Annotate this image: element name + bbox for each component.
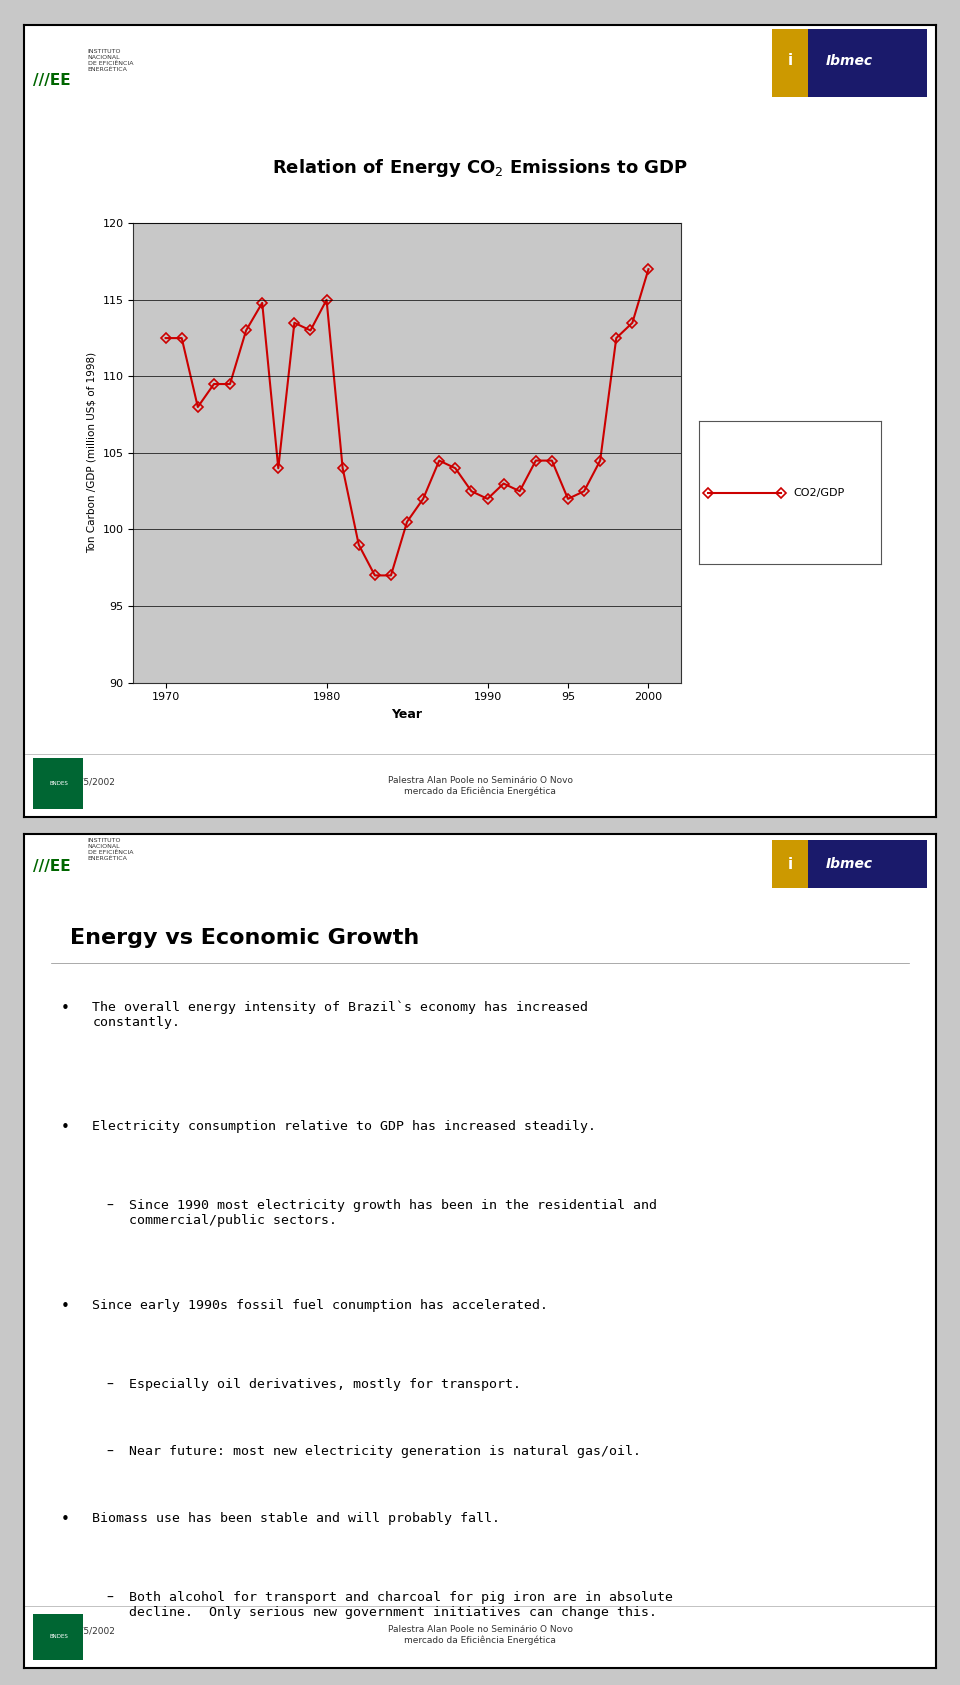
- Text: Since 1990 most electricity growth has been in the residential and
commercial/pu: Since 1990 most electricity growth has b…: [129, 1200, 657, 1227]
- Text: Especially oil derivatives, mostly for transport.: Especially oil derivatives, mostly for t…: [129, 1378, 521, 1392]
- Text: –: –: [106, 1591, 113, 1606]
- Text: –: –: [106, 1446, 113, 1459]
- FancyBboxPatch shape: [772, 839, 927, 888]
- Text: •: •: [60, 1121, 69, 1134]
- Text: ///EE: ///EE: [33, 72, 71, 88]
- Text: 14/5/2002: 14/5/2002: [69, 777, 115, 787]
- Text: Ibmec: Ibmec: [826, 54, 873, 67]
- Text: Biomass use has been stable and will probably fall.: Biomass use has been stable and will pro…: [92, 1511, 500, 1525]
- Text: Ibmec: Ibmec: [826, 858, 873, 871]
- Text: 14/5/2002: 14/5/2002: [69, 1626, 115, 1634]
- Text: Energy vs Economic Growth: Energy vs Economic Growth: [69, 928, 419, 949]
- Text: •: •: [60, 1001, 69, 1016]
- Text: INSTITUTO
NACIONAL
DE EFICIÊNCIA
ENERGÉTICA: INSTITUTO NACIONAL DE EFICIÊNCIA ENERGÉT…: [88, 837, 133, 861]
- FancyBboxPatch shape: [772, 839, 808, 888]
- X-axis label: Year: Year: [392, 708, 422, 721]
- Text: BNDES: BNDES: [49, 1634, 68, 1640]
- Text: Palestra Alan Poole no Seminário O Novo
mercado da Eficiência Energética: Palestra Alan Poole no Seminário O Novo …: [388, 775, 572, 795]
- Text: Palestra Alan Poole no Seminário O Novo
mercado da Eficiência Energética: Palestra Alan Poole no Seminário O Novo …: [388, 1624, 572, 1645]
- Text: –: –: [106, 1200, 113, 1213]
- Text: Relation of Energy CO$_2$ Emissions to GDP: Relation of Energy CO$_2$ Emissions to G…: [272, 157, 688, 179]
- Text: BNDES: BNDES: [49, 780, 68, 785]
- Text: INSTITUTO
NACIONAL
DE EFICIÊNCIA
ENERGÉTICA: INSTITUTO NACIONAL DE EFICIÊNCIA ENERGÉT…: [88, 49, 133, 71]
- Text: ///EE: ///EE: [33, 859, 71, 875]
- FancyBboxPatch shape: [772, 29, 927, 96]
- Text: Electricity consumption relative to GDP has increased steadily.: Electricity consumption relative to GDP …: [92, 1121, 596, 1132]
- Text: i: i: [787, 54, 793, 69]
- Y-axis label: Ton Carbon /GDP (million US$ of 1998): Ton Carbon /GDP (million US$ of 1998): [87, 352, 97, 553]
- FancyBboxPatch shape: [33, 1614, 84, 1660]
- Text: Near future: most new electricity generation is natural gas/oil.: Near future: most new electricity genera…: [129, 1446, 641, 1458]
- FancyBboxPatch shape: [33, 758, 84, 809]
- FancyBboxPatch shape: [772, 29, 808, 96]
- Text: i: i: [787, 856, 793, 871]
- Text: •: •: [60, 1511, 69, 1527]
- Text: Both alcohol for transport and charcoal for pig iron are in absolute
decline.  O: Both alcohol for transport and charcoal …: [129, 1591, 673, 1619]
- Text: •: •: [60, 1299, 69, 1314]
- Text: CO2/GDP: CO2/GDP: [794, 487, 845, 497]
- Text: The overall energy intensity of Brazil`s economy has increased
constantly.: The overall energy intensity of Brazil`s…: [92, 1001, 588, 1030]
- Text: Since early 1990s fossil fuel conumption has accelerated.: Since early 1990s fossil fuel conumption…: [92, 1299, 548, 1313]
- Text: –: –: [106, 1378, 113, 1392]
